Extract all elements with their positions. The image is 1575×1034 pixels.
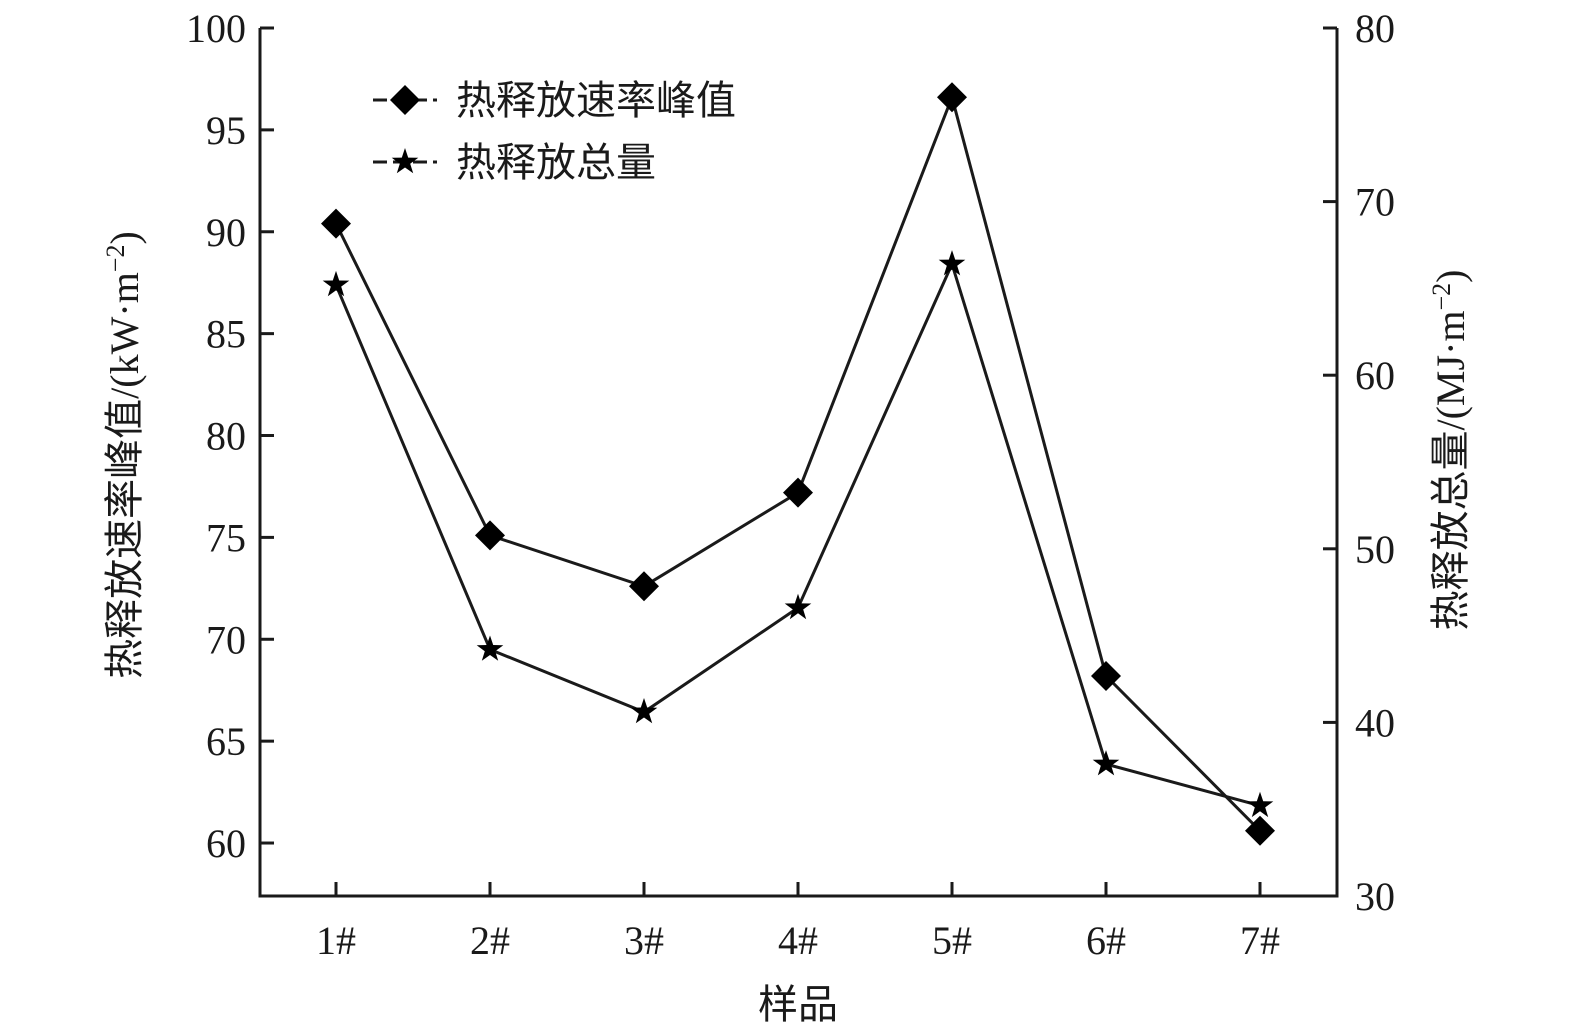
y-right-tick-label: 70	[1355, 180, 1395, 225]
series-line-0	[334, 92, 1262, 832]
y-axis-right: 30 40 50 60 70 80	[1323, 6, 1395, 919]
x-tick-label: 5#	[932, 918, 972, 963]
y-left-tick-label: 95	[206, 108, 246, 153]
legend: 热释放速率峰值 热释放总量	[373, 78, 736, 185]
series-line-1	[334, 259, 1261, 808]
y-left-tick-label: 70	[206, 617, 246, 662]
star-point-4	[938, 250, 966, 276]
x-tick-label: 4#	[778, 918, 818, 963]
y-axis-right-title: 热释放总量/(MJ·m−2)	[1427, 270, 1474, 631]
y-left-tick-label: 85	[206, 312, 246, 357]
y-left-tick-label: 75	[206, 515, 246, 560]
x-axis: 1# 2# 3# 4# 5# 6# 7#	[316, 882, 1280, 963]
y-right-tick-label: 30	[1355, 874, 1395, 919]
y-right-tick-label: 40	[1355, 700, 1395, 745]
diamond-point-0	[321, 208, 351, 239]
x-tick-label: 7#	[1240, 918, 1280, 963]
legend-diamond-marker	[390, 85, 420, 115]
y-axis-left: 60 65 70 75 80 85 90 95 100	[186, 6, 274, 866]
y-axis-right-exponent: −2	[1427, 283, 1456, 311]
y-axis-left-title: 热释放速率峰值/(kW·m−2)	[101, 231, 148, 679]
diamond-point-1	[475, 520, 505, 551]
y-left-tick-label: 80	[206, 414, 246, 459]
star-point-6	[1246, 791, 1274, 818]
legend-label-total-hr: 热释放总量	[456, 140, 656, 185]
x-tick-label: 6#	[1086, 918, 1126, 963]
x-tick-label: 2#	[470, 918, 510, 963]
y-left-tick-label: 100	[186, 6, 246, 51]
legend-star-marker	[391, 148, 419, 174]
plot-series	[321, 82, 1275, 846]
y-right-tick-label: 80	[1355, 6, 1395, 51]
star-point-1	[476, 635, 504, 661]
star-point-0	[322, 270, 350, 297]
star-point-3	[784, 593, 812, 620]
y-left-tick-label: 65	[206, 719, 246, 764]
x-tick-label: 1#	[316, 918, 356, 963]
y-axis-left-exponent: −2	[101, 245, 130, 273]
diamond-point-5	[1091, 660, 1121, 691]
y-right-tick-label: 60	[1355, 353, 1395, 398]
legend-label-peak-hrr: 热释放速率峰值	[456, 78, 736, 123]
star-point-5	[1092, 750, 1120, 776]
y-right-tick-label: 50	[1355, 527, 1395, 572]
diamond-point-4	[937, 82, 967, 113]
star-point-2	[630, 698, 658, 724]
y-left-tick-label: 90	[206, 210, 246, 255]
y-left-tick-label: 60	[206, 821, 246, 866]
x-tick-label: 3#	[624, 918, 664, 963]
diamond-point-2	[629, 571, 659, 602]
diamond-point-3	[783, 477, 813, 508]
axes-frame	[258, 28, 1339, 898]
x-axis-title: 样品	[758, 982, 838, 1027]
diamond-point-6	[1245, 815, 1275, 846]
